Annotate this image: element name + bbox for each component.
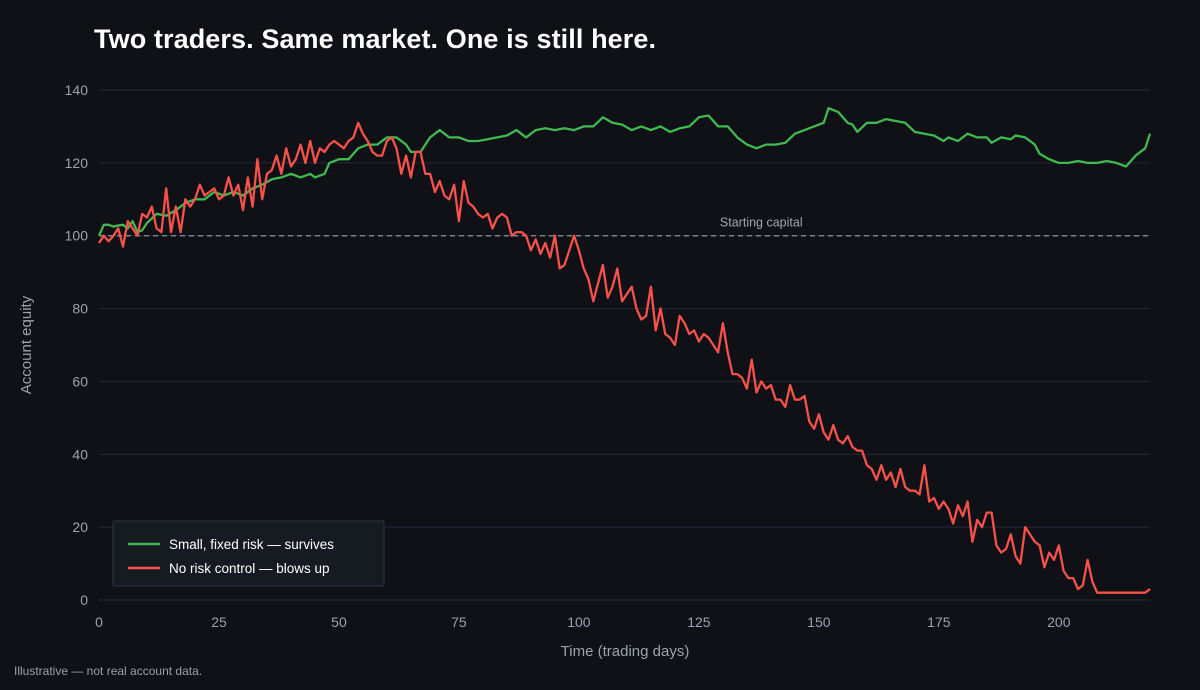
y-tick-label: 120 [65,155,89,171]
series-lines [97,107,1152,594]
y-tick-label: 60 [72,373,88,389]
legend-item-label: No risk control — blows up [169,561,330,576]
x-tick-label: 150 [807,614,831,630]
x-tick-label: 175 [927,614,951,630]
chart-title: Two traders. Same market. One is still h… [94,24,657,54]
y-tick-label: 100 [65,228,89,244]
x-tick-label: 75 [451,614,467,630]
y-tick-label: 0 [80,592,88,608]
y-tick-label: 80 [72,301,88,317]
y-tick-label: 20 [72,519,88,535]
footnote: Illustrative — not real account data. [14,664,203,678]
legend-item-label: Small, fixed risk — survives [169,537,334,552]
x-tick-label: 125 [687,614,711,630]
series-line-blows-up [98,121,1151,594]
legend: Small, fixed risk — survives No risk cont… [112,520,385,587]
x-axis-label: Time (trading days) [561,643,690,660]
starting-capital-reference: Starting capital [99,216,1150,237]
x-tick-label: 25 [211,614,227,630]
y-tick-label: 40 [72,446,88,462]
x-tick-label: 0 [95,614,103,630]
reference-line-label: Starting capital [720,216,803,230]
x-tick-label: 100 [567,614,591,630]
x-tick-label: 200 [1047,614,1071,630]
y-tick-labels: 0 20 40 60 80 100 120 140 [65,82,89,608]
y-tick-label: 140 [65,82,89,98]
series-line-survives [97,107,1152,237]
x-tick-labels: 0 25 50 75 100 125 150 175 200 [95,614,1071,630]
legend-box [112,520,385,587]
x-tick-label: 50 [331,614,347,630]
y-axis-label: Account equity [18,295,35,394]
